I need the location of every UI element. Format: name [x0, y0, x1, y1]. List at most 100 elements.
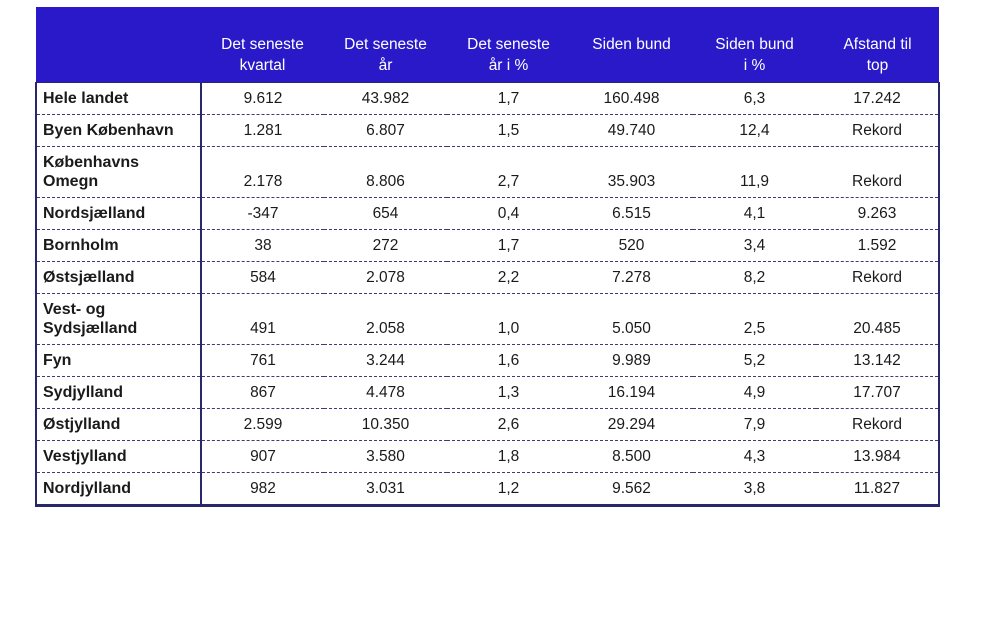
value-cell: 17.242 — [816, 82, 940, 115]
housing-price-table: Det seneste kvartal Det seneste år Det s… — [35, 7, 940, 507]
value-cell: 6.807 — [324, 114, 447, 147]
value-cell: 3.031 — [324, 472, 447, 507]
value-cell: 1,7 — [447, 82, 570, 115]
value-cell: 3,8 — [693, 472, 816, 507]
value-cell: 907 — [201, 440, 324, 473]
value-cell: 0,4 — [447, 197, 570, 230]
value-cell: 4,1 — [693, 197, 816, 230]
value-cell: 6,3 — [693, 82, 816, 115]
col-header-siden-bund-pct: Siden bund i % — [693, 7, 816, 83]
value-cell: 272 — [324, 229, 447, 262]
region-cell: Hele landet — [35, 82, 202, 115]
value-cell: 7,9 — [693, 408, 816, 441]
value-cell: 1,0 — [447, 293, 570, 345]
table-row: Byen København 1.281 6.807 1,5 49.740 12,4 Rek… — [35, 114, 940, 147]
table-row: Hele landet 9.612 43.982 1,7 160.498 6,3 17.24… — [35, 82, 940, 115]
value-cell: 982 — [201, 472, 324, 507]
region-cell: Nordsjælland — [35, 197, 202, 230]
value-cell: 10.350 — [324, 408, 447, 441]
value-cell: 1.281 — [201, 114, 324, 147]
value-cell: 2,2 — [447, 261, 570, 294]
value-cell: 5.050 — [570, 293, 693, 345]
value-cell: 7.278 — [570, 261, 693, 294]
value-cell: 4.478 — [324, 376, 447, 409]
region-cell: Østjylland — [35, 408, 202, 441]
value-cell: 761 — [201, 344, 324, 377]
value-cell: 43.982 — [324, 82, 447, 115]
value-cell: 1,7 — [447, 229, 570, 262]
value-cell: 9.562 — [570, 472, 693, 507]
value-cell: 2.078 — [324, 261, 447, 294]
value-cell: 13.984 — [816, 440, 940, 473]
value-cell: 491 — [201, 293, 324, 345]
table-row: Nordjylland 982 3.031 1,2 9.562 3,8 11.827 — [35, 472, 940, 507]
region-cell: Vestjylland — [35, 440, 202, 473]
value-cell: Rekord — [816, 408, 940, 441]
value-cell: 2,7 — [447, 146, 570, 198]
value-cell: 11.827 — [816, 472, 940, 507]
value-cell: 2.058 — [324, 293, 447, 345]
table-row: Fyn 761 3.244 1,6 9.989 5,2 13.142 — [35, 344, 940, 377]
value-cell: 160.498 — [570, 82, 693, 115]
value-cell: 2.599 — [201, 408, 324, 441]
value-cell: 38 — [201, 229, 324, 262]
value-cell: 3.244 — [324, 344, 447, 377]
value-cell: 17.707 — [816, 376, 940, 409]
value-cell: 654 — [324, 197, 447, 230]
value-cell: 1,6 — [447, 344, 570, 377]
col-header-afstand-til-top: Afstand til top — [816, 7, 939, 83]
value-cell: 1.592 — [816, 229, 940, 262]
value-cell: 9.989 — [570, 344, 693, 377]
value-cell: 520 — [570, 229, 693, 262]
value-cell: 4,3 — [693, 440, 816, 473]
value-cell: 1,8 — [447, 440, 570, 473]
region-cell: Byen København — [35, 114, 202, 147]
value-cell: 2,5 — [693, 293, 816, 345]
value-cell: 2.178 — [201, 146, 324, 198]
table-header: Det seneste kvartal Det seneste år Det s… — [36, 7, 939, 83]
table-row: Østsjælland 584 2.078 2,2 7.278 8,2 Rekord — [35, 261, 940, 294]
value-cell: Rekord — [816, 114, 940, 147]
table-body: Hele landet 9.612 43.982 1,7 160.498 6,3 17.24… — [35, 82, 940, 507]
region-cell: Sydjylland — [35, 376, 202, 409]
col-header-seneste-aar: Det seneste år — [324, 7, 447, 83]
table-row: Østjylland 2.599 10.350 2,6 29.294 7,9 Rekord — [35, 408, 940, 441]
region-cell: Bornholm — [35, 229, 202, 262]
value-cell: 12,4 — [693, 114, 816, 147]
value-cell: 1,5 — [447, 114, 570, 147]
value-cell: 5,2 — [693, 344, 816, 377]
col-header-siden-bund: Siden bund — [570, 7, 693, 83]
value-cell: 9.612 — [201, 82, 324, 115]
table-row: Vest- og Sydsjælland 491 2.058 1,0 5.050 2,5 2… — [35, 293, 940, 345]
value-cell: 584 — [201, 261, 324, 294]
value-cell: 13.142 — [816, 344, 940, 377]
value-cell: 4,9 — [693, 376, 816, 409]
region-cell: Vest- og Sydsjælland — [35, 293, 202, 345]
value-cell: 20.485 — [816, 293, 940, 345]
value-cell: 8.806 — [324, 146, 447, 198]
value-cell: Rekord — [816, 261, 940, 294]
value-cell: 9.263 — [816, 197, 940, 230]
value-cell: -347 — [201, 197, 324, 230]
region-cell: Nordjylland — [35, 472, 202, 507]
header-row: Det seneste kvartal Det seneste år Det s… — [36, 7, 939, 83]
table-row: Københavns Omegn 2.178 8.806 2,7 35.903 11,9 R… — [35, 146, 940, 198]
table-row: Nordsjælland -347 654 0,4 6.515 4,1 9.263 — [35, 197, 940, 230]
table-row: Bornholm 38 272 1,7 520 3,4 1.592 — [35, 229, 940, 262]
value-cell: 49.740 — [570, 114, 693, 147]
value-cell: Rekord — [816, 146, 940, 198]
value-cell: 3.580 — [324, 440, 447, 473]
value-cell: 1,2 — [447, 472, 570, 507]
value-cell: 2,6 — [447, 408, 570, 441]
col-header-seneste-aar-pct: Det seneste år i % — [447, 7, 570, 83]
table-row: Vestjylland 907 3.580 1,8 8.500 4,3 13.984 — [35, 440, 940, 473]
value-cell: 6.515 — [570, 197, 693, 230]
region-cell: Østsjælland — [35, 261, 202, 294]
value-cell: 8.500 — [570, 440, 693, 473]
table-row: Sydjylland 867 4.478 1,3 16.194 4,9 17.707 — [35, 376, 940, 409]
value-cell: 16.194 — [570, 376, 693, 409]
value-cell: 8,2 — [693, 261, 816, 294]
col-header-seneste-kvartal: Det seneste kvartal — [201, 7, 324, 83]
value-cell: 1,3 — [447, 376, 570, 409]
value-cell: 867 — [201, 376, 324, 409]
